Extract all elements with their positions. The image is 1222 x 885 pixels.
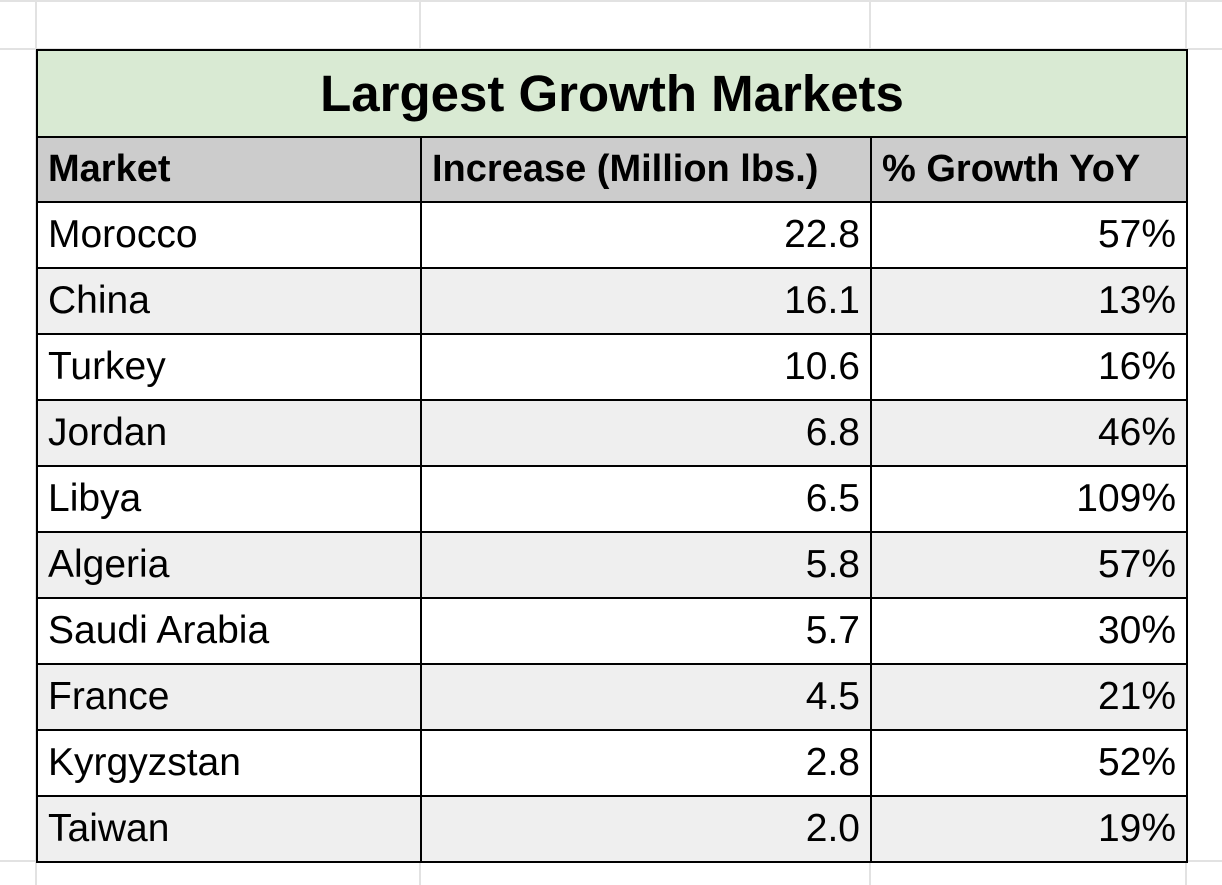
- cell-growth[interactable]: 57%: [870, 201, 1188, 269]
- cell-market[interactable]: Algeria: [36, 531, 422, 599]
- cell-growth[interactable]: 21%: [870, 663, 1188, 731]
- table-row: France 4.5 21%: [36, 663, 1188, 731]
- cell-market[interactable]: Taiwan: [36, 795, 422, 863]
- cell-market[interactable]: China: [36, 267, 422, 335]
- cell-increase[interactable]: 22.8: [420, 201, 872, 269]
- cell-market[interactable]: Kyrgyzstan: [36, 729, 422, 797]
- cell-market[interactable]: France: [36, 663, 422, 731]
- header-market[interactable]: Market: [36, 136, 422, 203]
- cell-increase[interactable]: 5.8: [420, 531, 872, 599]
- table-row: China 16.1 13%: [36, 267, 1188, 335]
- cell-increase[interactable]: 5.7: [420, 597, 872, 665]
- header-growth[interactable]: % Growth YoY: [870, 136, 1188, 203]
- cell-growth[interactable]: 46%: [870, 399, 1188, 467]
- table-row: Saudi Arabia 5.7 30%: [36, 597, 1188, 665]
- table-title[interactable]: Largest Growth Markets: [36, 49, 1188, 138]
- table-row: Turkey 10.6 16%: [36, 333, 1188, 401]
- gridline-horizontal: [0, 0, 1222, 2]
- cell-growth[interactable]: 57%: [870, 531, 1188, 599]
- cell-increase[interactable]: 2.8: [420, 729, 872, 797]
- table-row: Jordan 6.8 46%: [36, 399, 1188, 467]
- table-row: Libya 6.5 109%: [36, 465, 1188, 533]
- growth-markets-table: Largest Growth Markets Market Increase (…: [36, 49, 1188, 863]
- cell-market[interactable]: Morocco: [36, 201, 422, 269]
- cell-increase[interactable]: 16.1: [420, 267, 872, 335]
- cell-market[interactable]: Turkey: [36, 333, 422, 401]
- cell-market[interactable]: Saudi Arabia: [36, 597, 422, 665]
- cell-market[interactable]: Jordan: [36, 399, 422, 467]
- cell-growth[interactable]: 16%: [870, 333, 1188, 401]
- cell-market[interactable]: Libya: [36, 465, 422, 533]
- cell-growth[interactable]: 30%: [870, 597, 1188, 665]
- header-increase[interactable]: Increase (Million lbs.): [420, 136, 872, 203]
- table-row: Algeria 5.8 57%: [36, 531, 1188, 599]
- table-row: Morocco 22.8 57%: [36, 201, 1188, 269]
- cell-increase[interactable]: 6.8: [420, 399, 872, 467]
- cell-growth[interactable]: 109%: [870, 465, 1188, 533]
- table-row: Taiwan 2.0 19%: [36, 795, 1188, 863]
- cell-increase[interactable]: 4.5: [420, 663, 872, 731]
- title-row: Largest Growth Markets: [36, 49, 1188, 138]
- cell-increase[interactable]: 6.5: [420, 465, 872, 533]
- table-row: Kyrgyzstan 2.8 52%: [36, 729, 1188, 797]
- cell-growth[interactable]: 19%: [870, 795, 1188, 863]
- header-row: Market Increase (Million lbs.) % Growth …: [36, 136, 1188, 203]
- cell-increase[interactable]: 2.0: [420, 795, 872, 863]
- cell-growth[interactable]: 13%: [870, 267, 1188, 335]
- cell-increase[interactable]: 10.6: [420, 333, 872, 401]
- cell-growth[interactable]: 52%: [870, 729, 1188, 797]
